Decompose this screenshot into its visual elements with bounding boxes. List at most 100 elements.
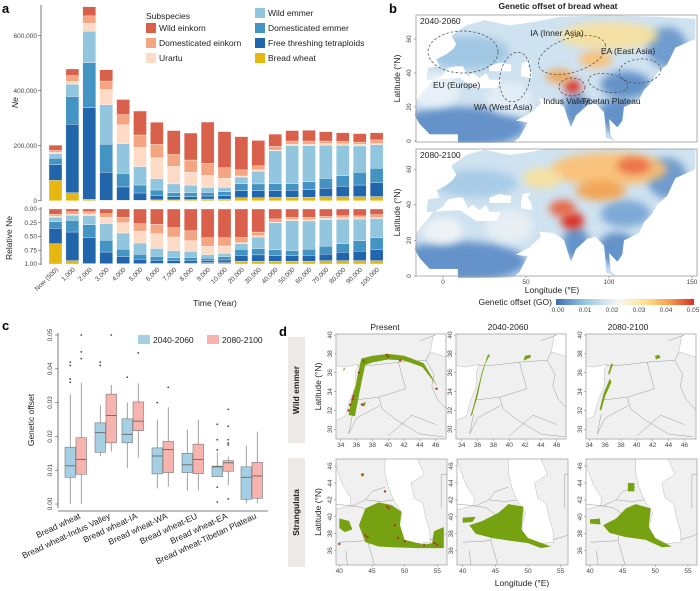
outlier-point [69,381,72,384]
lat-tick-label: 38 [577,530,584,538]
relative-bar-segment [234,208,249,238]
bar-segment [167,183,181,193]
x-tick-label: 5,000 [128,266,145,283]
relative-bar-segment [150,263,164,265]
sample-point [364,534,367,537]
lat-tick-label: 46 [448,462,455,470]
box [211,465,223,477]
sea [635,459,682,545]
bar-segment [200,198,215,201]
lat-tick-label: 44 [448,479,455,487]
lat-tick-label: 36 [327,369,334,377]
relative-bar-segment [369,218,384,238]
region-label: Tibetan Plateau [581,96,640,106]
offset-hotspot [522,167,563,189]
map-frame [415,148,698,277]
x-axis-label: Time (Year) [193,298,237,308]
country-border [596,550,599,565]
bar-segment [336,175,350,187]
bar-segment [184,192,198,197]
sample-point [347,409,350,412]
country-border [419,334,436,341]
legend-swatch [255,8,265,18]
box [121,418,133,444]
box [151,447,163,475]
relative-bar-segment [167,208,181,228]
relative-bar-segment [116,256,130,264]
lon-tick-label: 40 [385,442,393,449]
country-border [547,360,566,408]
bar-segment [251,140,265,166]
box [75,437,87,475]
outlier-point [80,357,83,360]
suitable-habitat [469,504,551,549]
bar-segment [167,130,181,155]
x-tick-label: 20,000 [227,266,246,285]
outlier-point [227,438,230,441]
bar-segment [48,150,63,153]
legend-label: Bread wheat [268,53,316,63]
sample-point [436,543,439,546]
lat-tick-label: 44 [327,479,334,487]
habitat-map-strangulata-2: 40 45 50 55 36 38 40 42 44 46 [577,458,698,575]
relative-bar-segment [99,223,113,241]
relative-bar-segment [251,248,265,256]
relative-bar-segment [99,213,113,218]
lon-tick-label: 38 [369,442,377,449]
lat-tick-label: 30 [327,425,334,433]
bar-segment [184,196,198,200]
lon-tick-label: 55 [557,568,565,575]
x-tick-label: 1,000 [60,266,77,283]
lon-tick-label: 46 [553,442,561,449]
bar-segment [82,23,96,32]
sample-point [383,490,387,493]
legend-label: Urartu [159,53,183,63]
map-period-label: 2040-2060 [420,16,461,26]
lon-tick-label: 34 [458,442,466,449]
relative-bar-segment [116,249,130,257]
box [222,460,234,472]
relative-bar-segment [336,243,350,253]
sea [586,363,608,420]
relative-bar-segment [285,255,299,262]
bar-segment [369,139,384,144]
relative-bar-segment [167,227,181,238]
lon-tick-label: 50 [652,568,660,575]
bar-segment [285,190,299,198]
relative-bar-segment [200,208,215,238]
country-border [479,351,552,366]
bar-segment [319,178,333,189]
relative-bar-segment [217,262,232,265]
bar-segment [65,124,80,193]
bar-segment [319,131,333,142]
bar-segment [302,143,316,146]
relative-bar-segment [99,208,113,214]
region-label: EA (East Asia) [601,46,655,56]
sea [550,334,566,357]
sample-point [387,355,390,358]
outlier-point [227,442,230,445]
suitable-habitat [360,401,367,407]
lon-tick-label: 45 [368,568,376,575]
relative-bar-segment [353,218,367,241]
relative-bar-segment [319,253,333,261]
x-tick-label: 100,000 [359,266,381,288]
suitable-habitat [627,482,635,492]
y-tick-label: 0.04 [47,362,54,375]
bar-segment [234,175,249,178]
outlier-point [227,408,230,411]
relative-bar-segment [48,221,63,229]
lat-tick-label: 20 [406,236,413,244]
bar-segment [285,140,299,145]
bar-segment [353,184,367,197]
offset-hotspot [486,81,533,116]
country-border [488,486,509,501]
lon-tick-label: 44 [537,442,545,449]
outlier-point [69,364,72,367]
panel-a-stacked-bar-chart: 0 200,000 400,000 600,000 0.00 0.25 0.50 0.75 1.… [4,5,384,308]
sea [489,194,512,204]
sample-point [361,473,365,476]
habitat-map-wild-emmer-2: 34 36 38 40 42 44 46 30 32 34 36 38 40 [577,331,697,449]
y-tick-label: 0.03 [47,396,54,409]
lat-axis-label: Latitude (°N) [313,488,323,536]
